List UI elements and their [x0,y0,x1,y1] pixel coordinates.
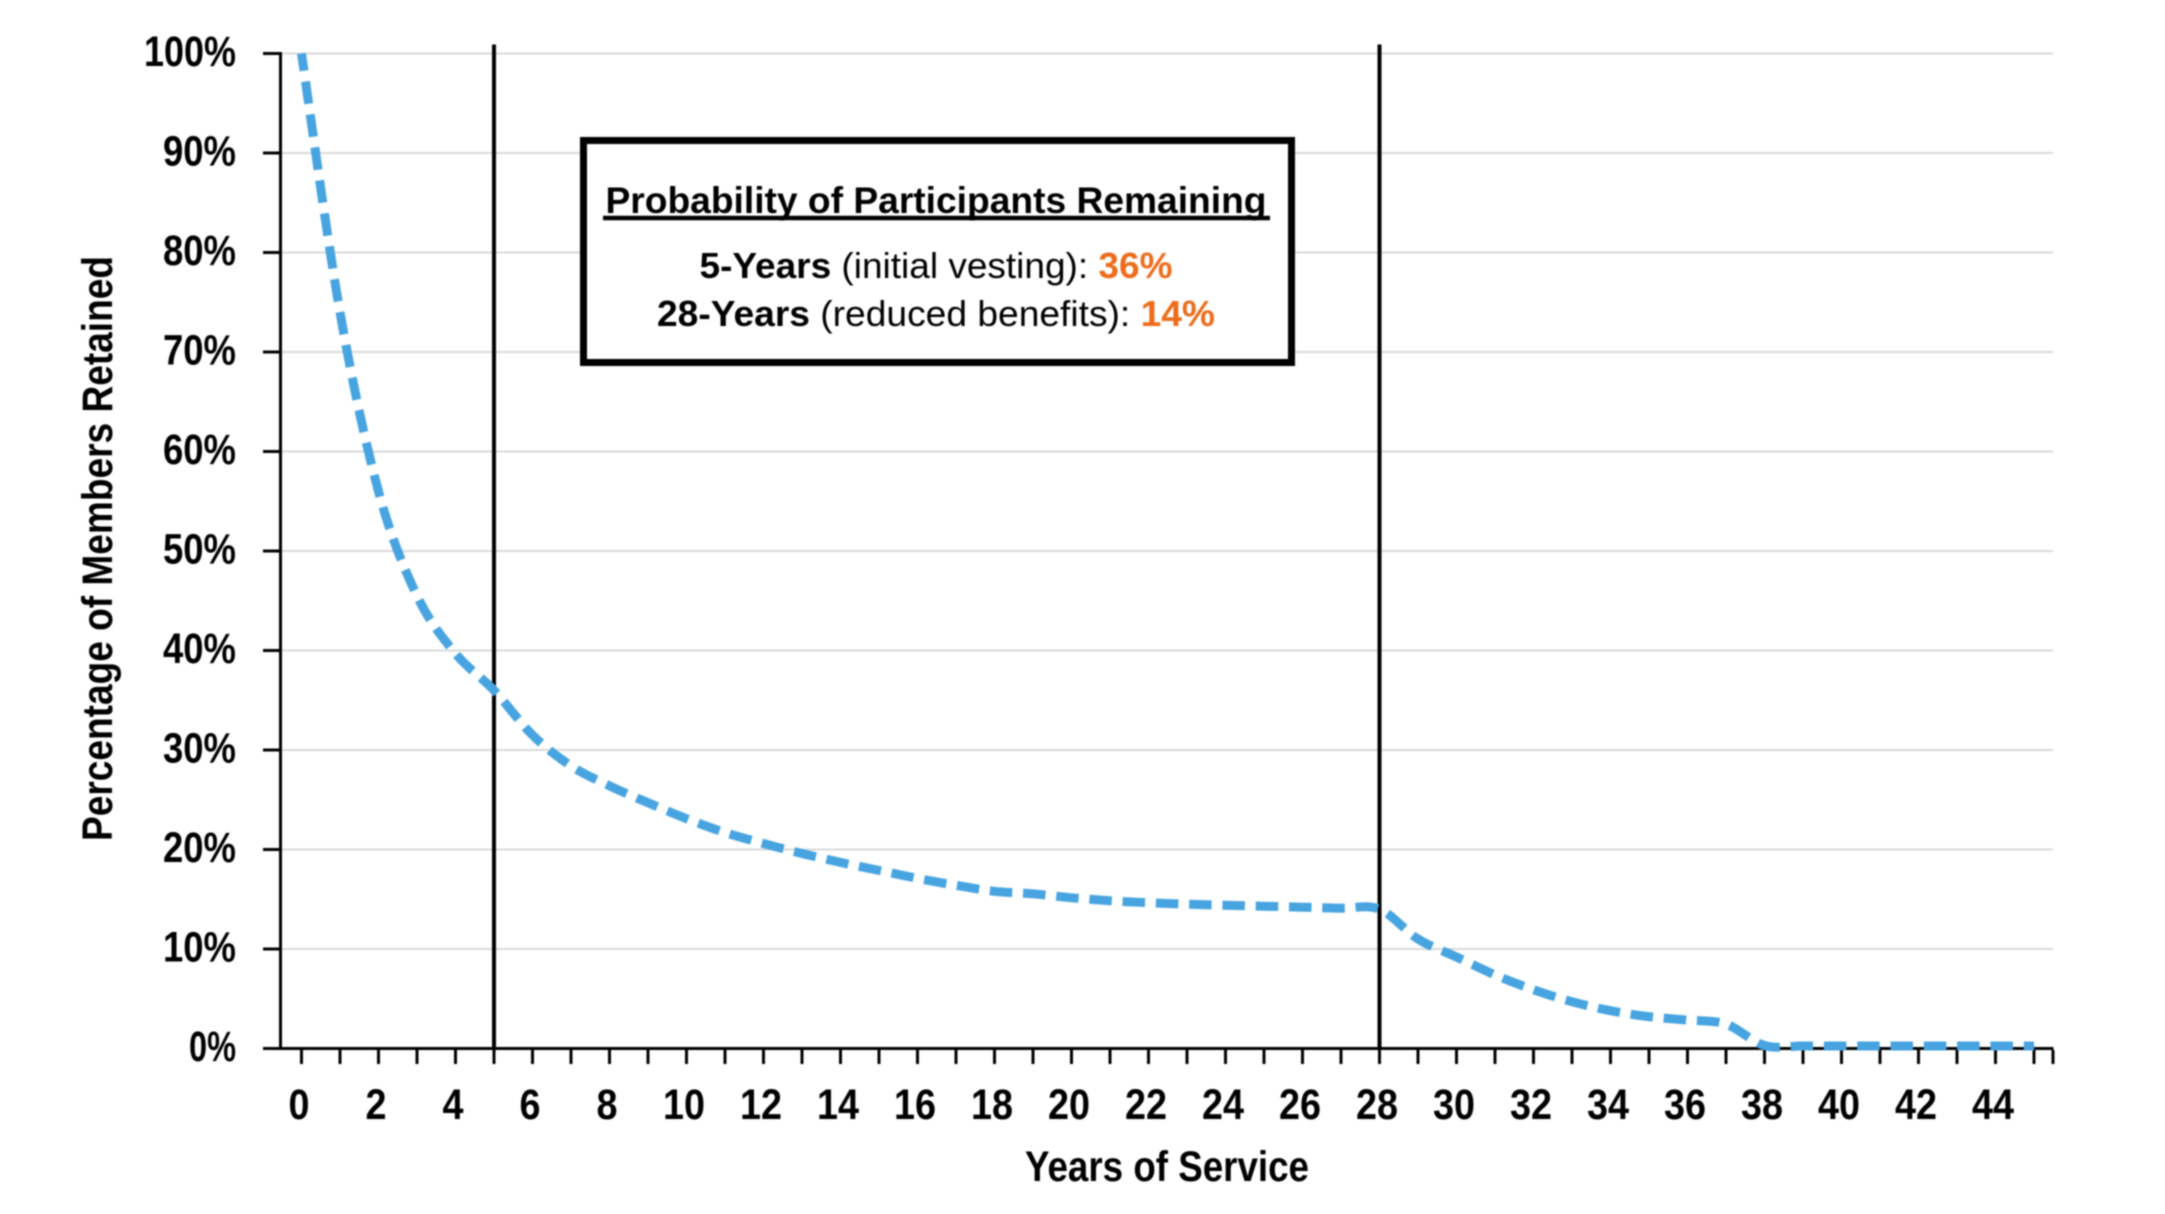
svg-text:0: 0 [289,1081,310,1129]
svg-text:28-Years (reduced benefits): 1: 28-Years (reduced benefits): 14% [657,293,1215,334]
svg-text:36: 36 [1664,1081,1706,1129]
svg-text:0%: 0% [189,1023,236,1071]
svg-text:10: 10 [663,1081,705,1129]
svg-text:34: 34 [1587,1081,1629,1129]
svg-text:Probability of Participants Re: Probability of Participants Remaining [606,180,1267,221]
svg-text:40: 40 [1818,1081,1860,1129]
svg-text:50%: 50% [163,526,236,574]
svg-text:Years of Service: Years of Service [1025,1143,1309,1191]
svg-text:2: 2 [366,1081,387,1129]
svg-text:70%: 70% [163,327,236,375]
svg-text:14: 14 [817,1081,859,1129]
svg-text:24: 24 [1202,1081,1244,1129]
svg-text:100%: 100% [144,28,236,76]
svg-text:5-Years (initial vesting): 36%: 5-Years (initial vesting): 36% [700,245,1173,286]
svg-text:12: 12 [740,1081,782,1129]
svg-text:30%: 30% [163,725,236,773]
svg-text:26: 26 [1279,1081,1321,1129]
svg-text:42: 42 [1895,1081,1937,1129]
svg-text:Percentage of Members Retained: Percentage of Members Retained [74,256,122,841]
svg-text:38: 38 [1741,1081,1783,1129]
svg-text:90%: 90% [163,128,236,176]
svg-text:60%: 60% [163,426,236,474]
svg-text:80%: 80% [163,227,236,275]
svg-text:4: 4 [443,1081,464,1129]
svg-text:30: 30 [1433,1081,1475,1129]
svg-text:20: 20 [1048,1081,1090,1129]
svg-text:18: 18 [971,1081,1013,1129]
svg-text:40%: 40% [163,625,236,673]
svg-text:32: 32 [1510,1081,1552,1129]
svg-text:44: 44 [1972,1081,2014,1129]
svg-text:6: 6 [520,1081,541,1129]
svg-text:8: 8 [597,1081,618,1129]
svg-text:22: 22 [1125,1081,1167,1129]
svg-text:20%: 20% [163,824,236,872]
svg-text:10%: 10% [163,924,236,972]
svg-text:28: 28 [1356,1081,1398,1129]
svg-text:16: 16 [894,1081,936,1129]
